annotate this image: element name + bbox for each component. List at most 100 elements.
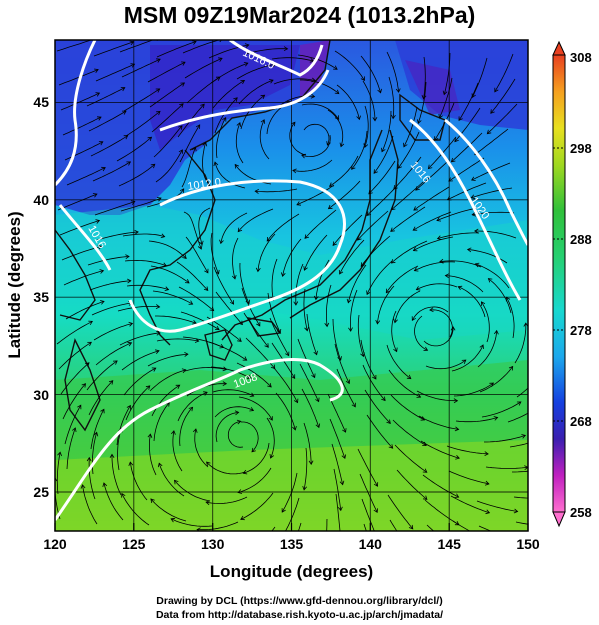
streamline (243, 442, 270, 474)
streamline (386, 344, 412, 379)
streamline-arrow (356, 115, 361, 121)
streamline-arrow (366, 290, 371, 296)
streamline (58, 341, 92, 370)
streamline (206, 461, 246, 475)
streamline (389, 519, 398, 531)
streamline (417, 81, 427, 124)
streamline (93, 323, 133, 341)
streamline (388, 369, 421, 398)
colorbar-tick-298: 298 (570, 141, 592, 156)
streamline-arrow (242, 356, 248, 361)
streamline-arrow (80, 484, 86, 489)
map-title: MSM 09Z19Mar2024 (1013.2hPa) (123, 2, 476, 28)
streamline (118, 163, 156, 187)
streamline (123, 88, 160, 112)
streamline-arrow (410, 551, 414, 555)
streamline (394, 290, 421, 323)
streamline (282, 238, 302, 277)
streamline (266, 213, 300, 242)
streamline (149, 369, 186, 392)
isobar-1012 (128, 179, 346, 333)
streamline-arrow (484, 480, 490, 486)
streamline (289, 121, 307, 156)
streamline (429, 309, 453, 338)
streamline (333, 468, 342, 511)
streamline-arrow (147, 433, 153, 438)
streamline-arrow (122, 110, 127, 115)
streamline (411, 306, 449, 321)
streamline (388, 76, 395, 119)
streamline-arrow (196, 527, 201, 531)
streamline (458, 82, 479, 121)
streamline (391, 181, 424, 211)
streamline (362, 80, 376, 121)
streamline-arrow (339, 480, 345, 486)
streamline (156, 41, 197, 58)
streamline-arrow (442, 90, 448, 96)
streamline (306, 313, 318, 355)
streamline (416, 390, 458, 402)
streamline-arrow (178, 149, 183, 154)
streamline (336, 368, 356, 407)
streamline (227, 420, 244, 448)
streamline-arrow (458, 116, 463, 122)
streamline-arrow (334, 115, 340, 120)
streamline-arrow (88, 320, 93, 326)
streamline-arrow (98, 141, 104, 146)
streamline (423, 56, 426, 99)
streamline (212, 389, 254, 397)
streamline (339, 239, 365, 275)
streamline-arrow (108, 380, 114, 385)
isobar-1016-east (409, 118, 522, 301)
streamline-arrow (523, 322, 528, 327)
streamline-arrow (434, 136, 439, 141)
primorye-coast (189, 40, 331, 151)
streamline (455, 417, 498, 423)
x-tick-label-125: 125 (122, 536, 146, 552)
streamline (281, 472, 298, 513)
streamline-arrow (184, 279, 190, 284)
streamline (237, 208, 274, 232)
streamline-arrow (422, 468, 428, 473)
streamline (454, 107, 481, 142)
streamline-arrow (156, 58, 161, 63)
streamline-arrow (229, 300, 235, 305)
streamline (472, 211, 515, 216)
streamline-arrow (130, 200, 136, 205)
streamline (390, 206, 426, 232)
streamline (472, 57, 488, 98)
streamline (238, 396, 273, 421)
streamline-arrow (99, 269, 105, 274)
streamline-arrow (360, 76, 365, 82)
streamline (481, 301, 490, 343)
streamline-arrow (293, 398, 299, 404)
streamline (292, 159, 333, 172)
streamline (179, 407, 193, 447)
streamline (475, 263, 510, 289)
colorbar: 308 298 288 278 268 258 (552, 40, 592, 528)
streamline (57, 193, 98, 211)
streamline (124, 259, 167, 267)
streamline (347, 264, 367, 303)
isobar-1016-north (229, 40, 324, 77)
streamline (151, 103, 184, 133)
streamline (485, 466, 528, 469)
streamline-arrow (493, 416, 499, 421)
streamline-arrow (403, 142, 408, 148)
streamline (439, 77, 453, 119)
streamline-arrow (427, 164, 433, 170)
streamline-arrow (234, 410, 240, 416)
streamline-arrow (160, 233, 166, 239)
streamline-arrow (461, 359, 467, 364)
streamline-arrow (416, 393, 422, 398)
streamline-arrow (188, 406, 194, 412)
x-tick-label-130: 130 (201, 536, 225, 552)
streamline-arrow (508, 365, 514, 371)
streamline (414, 261, 456, 272)
streamline (119, 40, 154, 53)
streamline-arrow (485, 509, 491, 515)
streamline-arrow (145, 385, 151, 390)
streamline (391, 310, 398, 352)
streamline (271, 258, 278, 301)
